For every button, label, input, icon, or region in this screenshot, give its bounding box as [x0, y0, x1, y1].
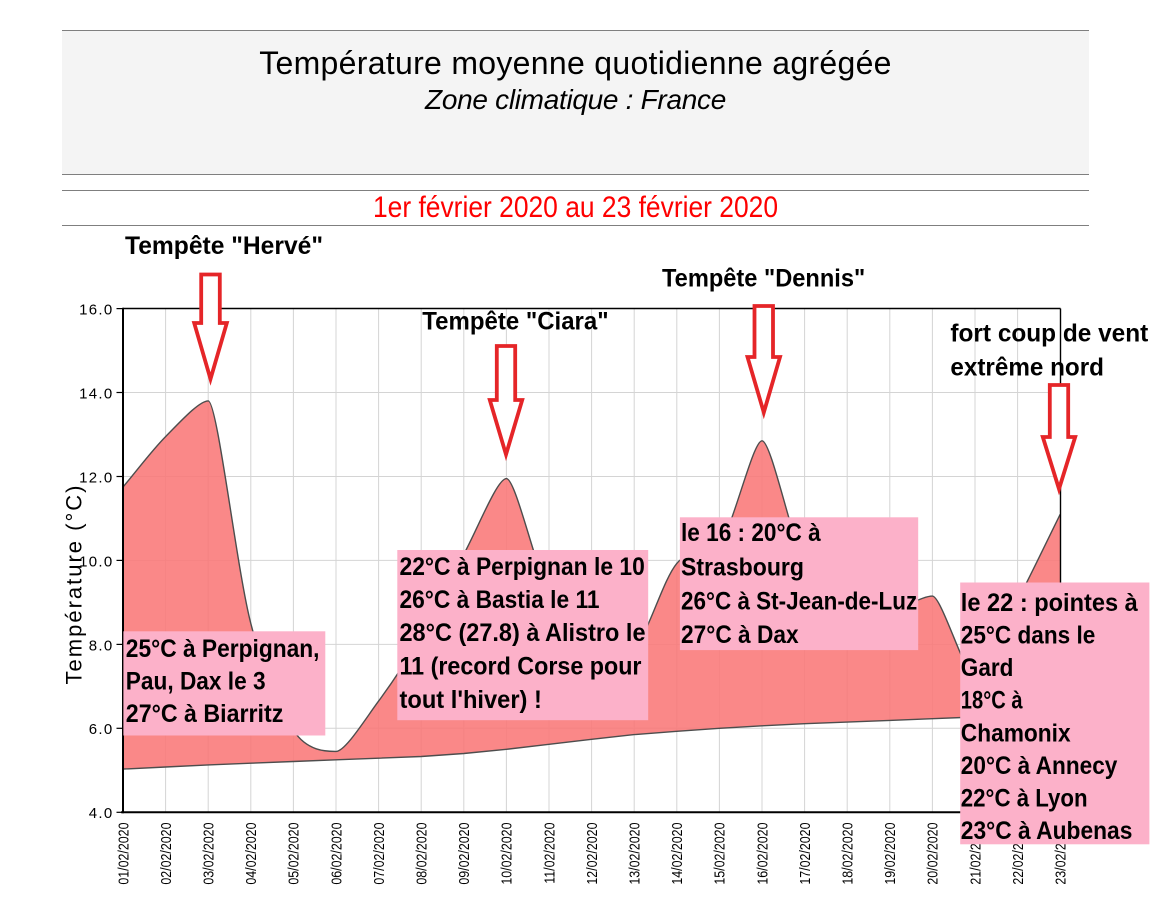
svg-text:15/02/2020: 15/02/2020 [712, 822, 728, 885]
svg-text:6.0: 6.0 [89, 721, 114, 738]
svg-text:14.0: 14.0 [79, 385, 113, 402]
svg-text:18°C à: 18°C à [961, 687, 1023, 715]
svg-text:fort coup de vent: fort coup de vent [950, 320, 1149, 348]
svg-text:08/02/2020: 08/02/2020 [414, 822, 430, 885]
svg-text:25°C dans le: 25°C dans le [961, 622, 1096, 650]
svg-text:03/02/2020: 03/02/2020 [201, 822, 217, 885]
svg-text:18/02/2020: 18/02/2020 [840, 822, 856, 885]
svg-text:09/02/2020: 09/02/2020 [456, 822, 472, 885]
svg-text:le 16 : 20°C à: le 16 : 20°C à [681, 519, 821, 547]
svg-text:04/02/2020: 04/02/2020 [243, 822, 259, 885]
svg-text:11 (record Corse pour: 11 (record Corse pour [400, 653, 642, 681]
svg-text:extrême nord: extrême nord [950, 354, 1104, 382]
svg-text:26°C à Bastia le 11: 26°C à Bastia le 11 [400, 586, 600, 614]
svg-text:Pau, Dax le 3: Pau, Dax le 3 [126, 668, 266, 696]
svg-text:Gard: Gard [961, 654, 1014, 682]
svg-text:07/02/2020: 07/02/2020 [371, 822, 387, 885]
svg-text:20°C à Annecy: 20°C à Annecy [961, 752, 1118, 780]
svg-text:4.0: 4.0 [89, 805, 114, 822]
svg-text:25°C à Perpignan,: 25°C à Perpignan, [126, 635, 320, 663]
svg-text:14/02/2020: 14/02/2020 [669, 822, 685, 885]
svg-text:Température (°C): Température (°C) [62, 484, 87, 685]
svg-text:Chamonix: Chamonix [961, 719, 1071, 747]
svg-text:01/02/2020: 01/02/2020 [115, 822, 131, 885]
svg-text:19/02/2020: 19/02/2020 [882, 822, 898, 885]
svg-text:Strasbourg: Strasbourg [681, 553, 804, 581]
svg-text:05/02/2020: 05/02/2020 [286, 822, 302, 885]
svg-text:10.0: 10.0 [79, 553, 113, 570]
svg-text:16.0: 16.0 [79, 302, 113, 319]
svg-text:8.0: 8.0 [89, 637, 114, 654]
svg-text:le 22 : pointes à: le 22 : pointes à [961, 589, 1138, 617]
svg-text:16/02/2020: 16/02/2020 [754, 822, 770, 885]
svg-text:27°C à Biarritz: 27°C à Biarritz [126, 700, 283, 728]
svg-text:02/02/2020: 02/02/2020 [158, 822, 174, 885]
svg-text:17/02/2020: 17/02/2020 [797, 822, 813, 885]
svg-text:tout l'hiver) !: tout l'hiver) ! [400, 686, 542, 714]
svg-text:13/02/2020: 13/02/2020 [627, 822, 643, 885]
svg-text:11/02/2020: 11/02/2020 [541, 822, 557, 884]
svg-text:23°C à Aubenas: 23°C à Aubenas [961, 817, 1133, 845]
svg-text:20/02/2020: 20/02/2020 [925, 822, 941, 885]
svg-text:28°C (27.8) à Alistro le: 28°C (27.8) à Alistro le [400, 619, 646, 647]
svg-text:Tempête "Hervé": Tempête "Hervé" [125, 232, 323, 260]
svg-text:27°C à Dax: 27°C à Dax [681, 621, 799, 649]
svg-text:06/02/2020: 06/02/2020 [328, 822, 344, 885]
svg-text:Tempête "Ciara": Tempête "Ciara" [422, 308, 608, 336]
svg-text:12/02/2020: 12/02/2020 [584, 822, 600, 885]
svg-text:22°C à Perpignan le 10: 22°C à Perpignan le 10 [400, 553, 645, 581]
svg-text:Tempête "Dennis": Tempête "Dennis" [662, 264, 865, 292]
svg-text:22°C à Lyon: 22°C à Lyon [961, 785, 1088, 813]
svg-text:26°C à St-Jean-de-Luz: 26°C à St-Jean-de-Luz [681, 587, 917, 615]
svg-text:10/02/2020: 10/02/2020 [499, 822, 515, 885]
svg-text:12.0: 12.0 [79, 469, 113, 486]
